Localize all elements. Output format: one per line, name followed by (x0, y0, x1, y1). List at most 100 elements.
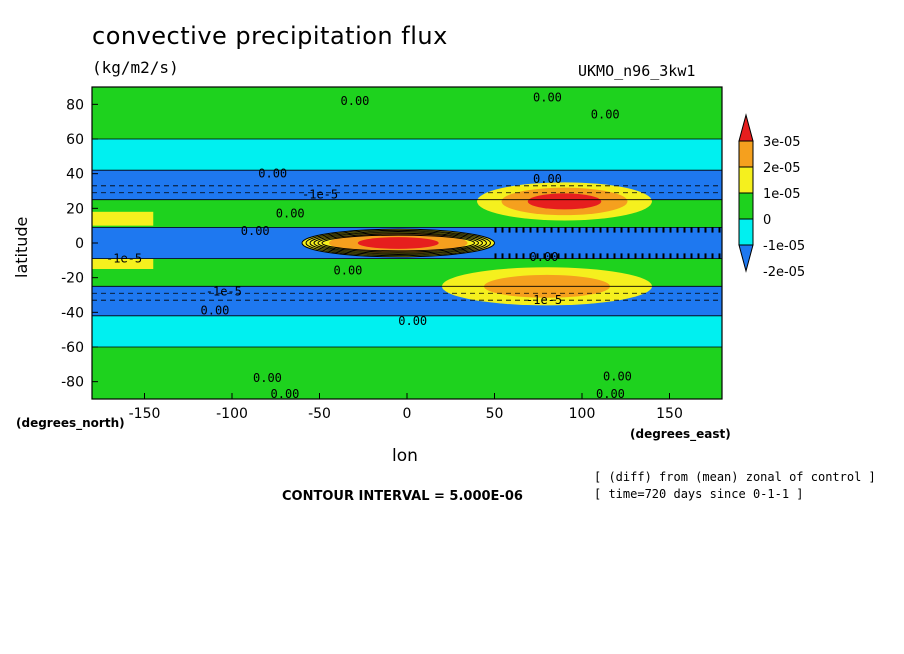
x-tick-label: 150 (656, 406, 683, 422)
contour-label: -1e-5 (526, 293, 562, 307)
contour-tick (648, 227, 651, 233)
contour-label: 0.00 (201, 304, 230, 318)
contour-tick (536, 253, 539, 259)
contour-tick (578, 227, 581, 233)
lat-band (92, 315, 722, 347)
contour-label: 0.00 (341, 94, 370, 108)
contour-tick (592, 227, 595, 233)
x-axis-unit: (degrees_east) (630, 427, 731, 441)
contour-tick (648, 253, 651, 259)
contour-tick (620, 227, 623, 233)
contour-tick (683, 253, 686, 259)
contour-tick (718, 253, 721, 259)
contour-tick (662, 227, 665, 233)
y-tick-label: -20 (61, 271, 84, 287)
contour-tick (599, 227, 602, 233)
contour-tick (564, 227, 567, 233)
contour-tick (557, 227, 560, 233)
contour-tick (697, 253, 700, 259)
contour-tick (536, 227, 539, 233)
y-tick-label: 60 (66, 132, 84, 148)
contour-line (305, 229, 491, 257)
units-label: (kg/m2/s) (92, 58, 179, 77)
y-tick-label: 80 (66, 97, 84, 113)
axes: -150 -100 -50 0 50 100 150 -80 -60 -40 -20 0 20 40 60 8… (61, 97, 683, 422)
colorbar-label: 3e-05 (763, 135, 801, 150)
contour-label: 0.00 (276, 207, 305, 221)
contour-tick (578, 253, 581, 259)
y-tick-label: 40 (66, 167, 84, 183)
colorbar-segment (738, 218, 754, 246)
contour-tick (634, 253, 637, 259)
contour-line (301, 228, 495, 258)
colorbar-label: 2e-05 (763, 161, 801, 176)
contour-tick (571, 253, 574, 259)
contour-label: -1e-5 (302, 187, 338, 201)
colorbar-label: 0 (763, 213, 771, 228)
contour-tick (711, 227, 714, 233)
note-line-2: [ time=720 days since 0-1-1 ] (594, 487, 804, 501)
y-tick-label: -60 (61, 340, 84, 356)
contour-tick (550, 253, 553, 259)
contour-label: 0.00 (591, 108, 620, 122)
lat-band (92, 139, 722, 171)
contour-tick (585, 253, 588, 259)
contour-tick (690, 227, 693, 233)
contour-tick (669, 253, 672, 259)
contour-tick (494, 227, 497, 233)
colorbar-segment (738, 192, 754, 220)
contour-tick (655, 253, 658, 259)
contour-tick (522, 227, 525, 233)
colorbar-segment (738, 140, 754, 168)
contour-tick (529, 227, 532, 233)
contour-label: 0.00 (398, 314, 427, 328)
contour-tick (641, 253, 644, 259)
contour-tick (620, 253, 623, 259)
contour-tick (655, 227, 658, 233)
y-axis-unit: (degrees_north) (16, 416, 125, 430)
contour-tick (606, 227, 609, 233)
contour-tick (508, 253, 511, 259)
contour-tick (704, 253, 707, 259)
contour-tick (676, 227, 679, 233)
contour-tick (634, 227, 637, 233)
contour-label: 0.00 (596, 387, 625, 401)
contour-tick (641, 227, 644, 233)
lat-band (92, 87, 722, 139)
contour-label: 0.00 (533, 172, 562, 186)
north-subtropical-maximum (527, 193, 602, 210)
contour-tick (501, 253, 504, 259)
y-tick-label: 0 (75, 236, 84, 252)
contour-tick (662, 253, 665, 259)
contour-tick (613, 227, 616, 233)
contour-label: 0.00 (533, 90, 562, 104)
colorbar-segment (738, 166, 754, 194)
contour-tick (599, 253, 602, 259)
x-tick-label: -100 (216, 406, 248, 422)
x-tick-label: 50 (486, 406, 504, 422)
colorbar-label: -1e-05 (763, 239, 805, 254)
contour-tick (627, 253, 630, 259)
contour-tick (515, 253, 518, 259)
contour-line (317, 233, 479, 253)
note-line-1: [ (diff) from (mean) zonal of control ] (594, 470, 876, 484)
contour-tick (690, 253, 693, 259)
x-tick-label: -150 (129, 406, 161, 422)
contour-tick (711, 253, 714, 259)
colorbar: 3e-05 2e-05 1e-05 0 -1e-05 -2e-05 (738, 113, 805, 280)
contour-label: 0.00 (271, 387, 300, 401)
contour-label: -1e-5 (206, 285, 242, 299)
contour-tick (676, 253, 679, 259)
colorbar-label: -2e-05 (763, 265, 805, 280)
colorbar-segment (738, 113, 754, 142)
x-tick-label: -50 (308, 406, 331, 422)
contour-tick (718, 227, 721, 233)
contour-label: 0.00 (334, 264, 363, 278)
contour-tick (550, 227, 553, 233)
contour-tick (585, 227, 588, 233)
contour-label: 0.00 (241, 224, 270, 238)
colorbar-segment (738, 244, 754, 273)
contour-tick (571, 227, 574, 233)
equatorial-maximum (357, 237, 439, 249)
